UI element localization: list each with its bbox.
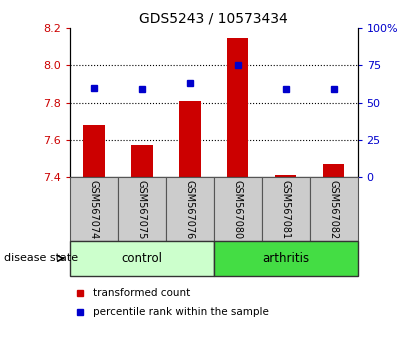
Bar bbox=[309, 177, 358, 241]
Text: GSM567076: GSM567076 bbox=[185, 180, 195, 239]
Bar bbox=[214, 177, 262, 241]
Text: GSM567081: GSM567081 bbox=[281, 180, 291, 239]
Text: control: control bbox=[121, 252, 162, 265]
Text: arthritis: arthritis bbox=[262, 252, 309, 265]
Bar bbox=[262, 177, 309, 241]
Bar bbox=[70, 177, 118, 241]
Bar bbox=[179, 101, 201, 177]
Bar bbox=[275, 175, 296, 177]
Bar bbox=[83, 125, 105, 177]
Bar bbox=[166, 177, 214, 241]
Bar bbox=[131, 145, 152, 177]
Bar bbox=[118, 177, 166, 241]
Text: GSM567082: GSM567082 bbox=[329, 180, 339, 239]
Bar bbox=[323, 164, 344, 177]
Bar bbox=[227, 38, 249, 177]
Text: GSM567074: GSM567074 bbox=[89, 180, 99, 239]
Bar bbox=[214, 241, 358, 276]
Bar bbox=[70, 241, 214, 276]
Text: transformed count: transformed count bbox=[93, 288, 190, 298]
Text: GSM567080: GSM567080 bbox=[233, 180, 242, 239]
Title: GDS5243 / 10573434: GDS5243 / 10573434 bbox=[139, 12, 288, 26]
Text: percentile rank within the sample: percentile rank within the sample bbox=[93, 307, 269, 318]
Text: disease state: disease state bbox=[4, 253, 78, 263]
Text: GSM567075: GSM567075 bbox=[137, 180, 147, 240]
